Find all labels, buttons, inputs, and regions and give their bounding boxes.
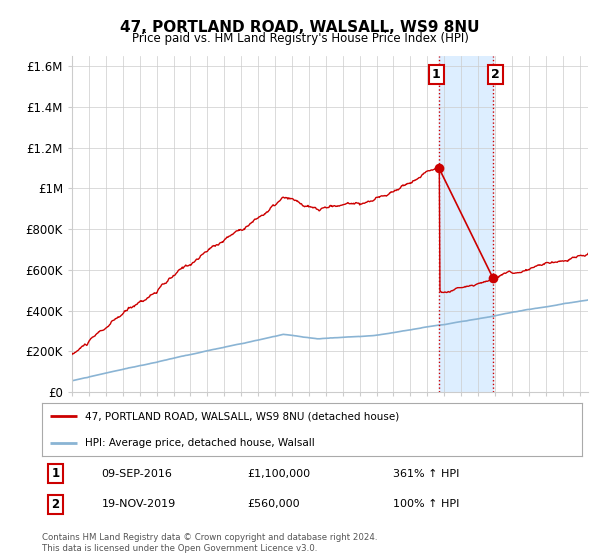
Text: 47, PORTLAND ROAD, WALSALL, WS9 8NU: 47, PORTLAND ROAD, WALSALL, WS9 8NU [120, 20, 480, 35]
Text: £1,100,000: £1,100,000 [247, 469, 310, 479]
Text: 361% ↑ HPI: 361% ↑ HPI [393, 469, 460, 479]
Text: Contains HM Land Registry data © Crown copyright and database right 2024.
This d: Contains HM Land Registry data © Crown c… [42, 533, 377, 553]
Text: Price paid vs. HM Land Registry's House Price Index (HPI): Price paid vs. HM Land Registry's House … [131, 32, 469, 45]
Text: £560,000: £560,000 [247, 500, 300, 510]
Text: 19-NOV-2019: 19-NOV-2019 [101, 500, 176, 510]
Text: HPI: Average price, detached house, Walsall: HPI: Average price, detached house, Wals… [85, 438, 315, 448]
Text: 1: 1 [432, 68, 441, 81]
Text: 47, PORTLAND ROAD, WALSALL, WS9 8NU (detached house): 47, PORTLAND ROAD, WALSALL, WS9 8NU (det… [85, 412, 400, 422]
Text: 2: 2 [52, 498, 59, 511]
Text: 1: 1 [52, 467, 59, 480]
Text: 100% ↑ HPI: 100% ↑ HPI [393, 500, 460, 510]
Bar [439, 56, 493, 392]
Text: 2: 2 [491, 68, 500, 81]
Text: 09-SEP-2016: 09-SEP-2016 [101, 469, 172, 479]
